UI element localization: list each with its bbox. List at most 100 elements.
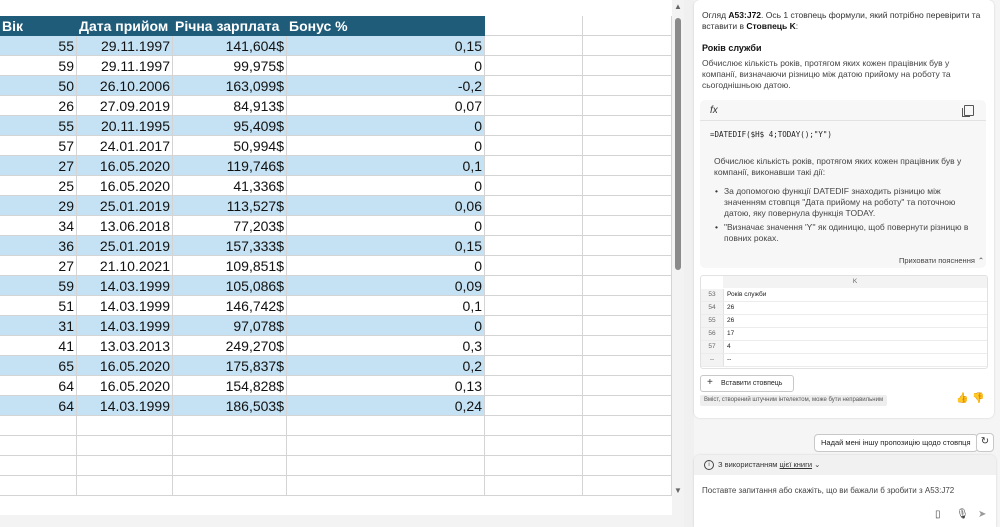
cell[interactable] [287, 436, 485, 456]
cell[interactable]: 0,2 [287, 356, 485, 376]
cell[interactable]: 0,1 [287, 156, 485, 176]
send-icon[interactable]: ➤ [978, 509, 987, 520]
prompt-input[interactable]: Поставте запитання або скажіть, що ви ба… [702, 486, 955, 495]
cell[interactable]: 29.11.1997 [77, 36, 173, 56]
cell[interactable] [583, 316, 672, 336]
cell[interactable] [485, 176, 583, 196]
cell[interactable] [583, 256, 672, 276]
thumbs-up-icon[interactable]: 👍 [956, 393, 969, 404]
cell[interactable] [583, 136, 672, 156]
cell[interactable]: Бонус % [287, 16, 485, 36]
cell[interactable]: 25 [0, 176, 77, 196]
cell[interactable] [583, 156, 672, 176]
cell[interactable]: 99,975$ [173, 56, 287, 76]
cell[interactable]: 0,15 [287, 236, 485, 256]
cell[interactable]: 36 [0, 236, 77, 256]
cell[interactable]: 27 [0, 256, 77, 276]
cell[interactable]: 0,06 [287, 196, 485, 216]
cell[interactable] [485, 216, 583, 236]
cell[interactable]: 0,09 [287, 276, 485, 296]
cell[interactable]: 29 [0, 196, 77, 216]
cell[interactable] [0, 456, 77, 476]
source-link[interactable]: цієї книги [779, 460, 813, 469]
cell[interactable]: 186,503$ [173, 396, 287, 416]
cell[interactable] [485, 76, 583, 96]
cell[interactable]: 14.03.1999 [77, 396, 173, 416]
cell[interactable]: 0 [287, 256, 485, 276]
mic-icon[interactable]: 🎙 [956, 509, 969, 520]
cell[interactable] [287, 416, 485, 436]
cell[interactable]: 14.03.1999 [77, 276, 173, 296]
cell[interactable] [485, 436, 583, 456]
cell[interactable] [287, 476, 485, 496]
cell[interactable] [583, 376, 672, 396]
cell[interactable]: 0 [287, 116, 485, 136]
cell[interactable]: 0 [287, 136, 485, 156]
cell[interactable] [485, 136, 583, 156]
cell[interactable] [0, 476, 77, 496]
cell[interactable]: 26 [0, 96, 77, 116]
source-bar[interactable]: i З використанням цієї книги ⌄ [694, 455, 996, 475]
cell[interactable]: 14.03.1999 [77, 316, 173, 336]
cell[interactable]: 25.01.2019 [77, 236, 173, 256]
cell[interactable]: 50,994$ [173, 136, 287, 156]
cell[interactable] [583, 236, 672, 256]
cell[interactable]: 0 [287, 316, 485, 336]
refresh-icon[interactable]: ↻ [976, 433, 994, 452]
cell[interactable] [77, 456, 173, 476]
pane-divider[interactable] [684, 0, 694, 527]
cell[interactable]: 24.01.2017 [77, 136, 173, 156]
cell[interactable]: 154,828$ [173, 376, 287, 396]
cell[interactable]: 146,742$ [173, 296, 287, 316]
cell[interactable] [77, 416, 173, 436]
cell[interactable]: 0 [287, 56, 485, 76]
cell[interactable]: 27 [0, 156, 77, 176]
cell[interactable]: 157,333$ [173, 236, 287, 256]
cell[interactable]: 55 [0, 116, 77, 136]
cell[interactable]: 84,913$ [173, 96, 287, 116]
cell[interactable]: 14.03.1999 [77, 296, 173, 316]
cell[interactable]: 26.10.2006 [77, 76, 173, 96]
cell[interactable]: 29.11.1997 [77, 56, 173, 76]
cell[interactable] [173, 436, 287, 456]
cell[interactable] [0, 416, 77, 436]
scroll-down-icon[interactable]: ▼ [674, 486, 682, 495]
cell[interactable] [485, 296, 583, 316]
cell[interactable] [485, 156, 583, 176]
cell[interactable]: 0 [287, 216, 485, 236]
cell[interactable]: 59 [0, 56, 77, 76]
cell[interactable]: 16.05.2020 [77, 156, 173, 176]
cell[interactable] [583, 96, 672, 116]
cell[interactable] [485, 316, 583, 336]
cell[interactable]: 41 [0, 336, 77, 356]
cell[interactable]: 163,099$ [173, 76, 287, 96]
cell[interactable] [583, 216, 672, 236]
cell[interactable]: 13.03.2013 [77, 336, 173, 356]
cell[interactable]: 97,078$ [173, 316, 287, 336]
vertical-scrollbar[interactable]: ▲ ▼ [672, 0, 684, 527]
cell[interactable]: Річна зарплата [173, 16, 287, 36]
hide-explanation-button[interactable]: Приховати пояснення ⌃ [899, 256, 985, 265]
cell[interactable]: 0,13 [287, 376, 485, 396]
cell[interactable]: 0,1 [287, 296, 485, 316]
cell[interactable] [485, 16, 583, 36]
cell[interactable]: 105,086$ [173, 276, 287, 296]
scrollbar-thumb[interactable] [675, 18, 681, 270]
cell[interactable]: 0 [287, 176, 485, 196]
cell[interactable]: 25.01.2019 [77, 196, 173, 216]
cell[interactable] [287, 456, 485, 476]
cell[interactable]: 141,604$ [173, 36, 287, 56]
cell[interactable]: 249,270$ [173, 336, 287, 356]
cell[interactable]: 57 [0, 136, 77, 156]
copy-icon[interactable] [962, 105, 974, 117]
cell[interactable]: Дата прийом [77, 16, 173, 36]
thumbs-down-icon[interactable]: 👎 [972, 393, 985, 404]
cell[interactable] [583, 436, 672, 456]
cell[interactable] [485, 336, 583, 356]
cell[interactable]: 16.05.2020 [77, 176, 173, 196]
insert-column-button[interactable]: + Вставити стовпець [700, 375, 794, 392]
cell[interactable] [485, 96, 583, 116]
spreadsheet-grid[interactable]: Вік Дата прийом Річна зарплата Бонус % 55 29.… [0, 0, 684, 527]
cell[interactable]: 0,15 [287, 36, 485, 56]
cell[interactable]: 21.10.2021 [77, 256, 173, 276]
